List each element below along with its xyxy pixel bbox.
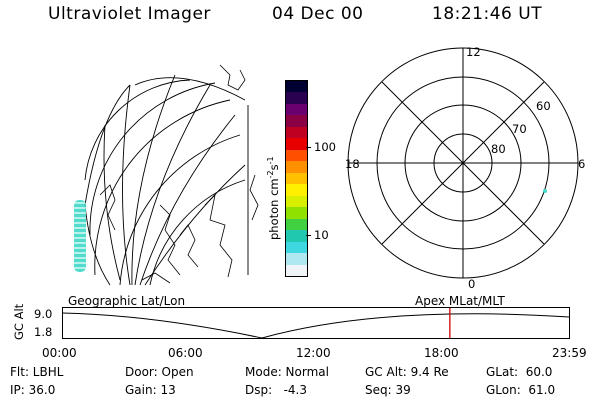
mlt-0-label: 0 bbox=[468, 277, 476, 291]
apex-caption: Apex MLat/MLT bbox=[415, 294, 505, 308]
status-ip: IP: 36.0 bbox=[10, 383, 56, 397]
status-seq: Seq: 39 bbox=[365, 383, 411, 397]
x-tick-1800: 18:00 bbox=[424, 346, 459, 360]
geographic-map bbox=[84, 64, 259, 286]
status-mode: Mode: Normal bbox=[245, 365, 329, 379]
x-tick-2359: 23:59 bbox=[552, 346, 587, 360]
status-glat: GLat: 60.0 bbox=[486, 365, 553, 379]
x-tick-1200: 12:00 bbox=[296, 346, 331, 360]
mlt-18-label: 18 bbox=[345, 157, 360, 171]
status-glon: GLon: 61.0 bbox=[486, 383, 556, 397]
time-label: 18:21:46 UT bbox=[432, 4, 543, 24]
polar-spot bbox=[543, 189, 547, 193]
status-dsp: Dsp: -4.3 bbox=[245, 383, 308, 397]
mlat-60-label: 60 bbox=[536, 99, 551, 113]
status-flt: Flt: LBHL bbox=[10, 365, 64, 379]
x-tick-0000: 00:00 bbox=[42, 346, 77, 360]
mlt-12-label: 12 bbox=[466, 45, 481, 59]
colorbar-unit-label: photon cm-2s-1 bbox=[266, 156, 281, 240]
orbit-y-top: 9.0 bbox=[34, 307, 53, 321]
mlt-6-label: 6 bbox=[578, 157, 586, 171]
color-bar bbox=[285, 80, 308, 277]
mlat-70-label: 70 bbox=[512, 122, 527, 136]
status-door: Door: Open bbox=[125, 365, 194, 379]
polar-plot bbox=[347, 47, 579, 279]
geographic-caption: Geographic Lat/Lon bbox=[68, 294, 186, 308]
orbit-ylabel: GC Alt bbox=[12, 303, 26, 340]
aurora-patch bbox=[74, 200, 86, 272]
x-tick-0600: 06:00 bbox=[168, 346, 203, 360]
orbit-plot bbox=[62, 307, 570, 339]
colorbar-tick-100: 100 bbox=[314, 140, 336, 154]
colorbar-tick-10: 10 bbox=[314, 228, 329, 242]
status-gc-alt: GC Alt: 9.4 Re bbox=[365, 365, 449, 379]
orbit-y-bottom: 1.8 bbox=[34, 325, 53, 339]
date-label: 04 Dec 00 bbox=[272, 4, 364, 24]
instrument-title: Ultraviolet Imager bbox=[48, 4, 211, 24]
mlat-80-label: 80 bbox=[491, 142, 506, 156]
status-gain: Gain: 13 bbox=[125, 383, 176, 397]
